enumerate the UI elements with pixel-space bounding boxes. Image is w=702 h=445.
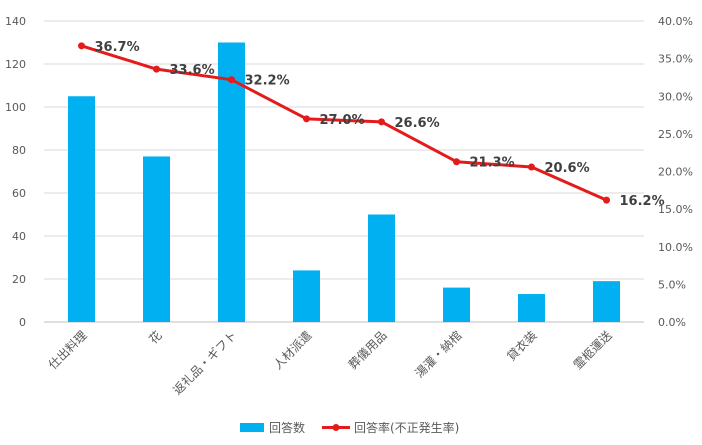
legend: 回答数 回答率(不正発生率) xyxy=(240,420,459,435)
left-tick-label: 120 xyxy=(5,58,26,71)
category-label: 人材派遣 xyxy=(270,328,315,373)
left-tick-label: 40 xyxy=(12,230,26,243)
category-label: 仕出料理 xyxy=(46,328,90,372)
right-tick-label: 5.0% xyxy=(658,278,686,291)
legend-bar-label: 回答数 xyxy=(269,420,305,435)
legend-bar-swatch xyxy=(240,423,264,432)
bar xyxy=(68,96,95,322)
left-tick-label: 140 xyxy=(5,15,26,28)
data-label: 33.6% xyxy=(170,63,215,78)
bar xyxy=(518,294,545,322)
line-point xyxy=(603,196,610,204)
right-tick-label: 30.0% xyxy=(658,90,693,103)
line-point xyxy=(303,115,310,123)
left-tick-label: 0 xyxy=(19,316,26,329)
line-point xyxy=(153,65,160,73)
left-tick-label: 80 xyxy=(12,144,26,157)
right-tick-label: 0.0% xyxy=(658,316,686,329)
right-axis-ticks: 0.0% 5.0% 10.0% 15.0% 20.0% 25.0% 30.0% 35.0% 40… xyxy=(658,15,693,329)
bar xyxy=(443,287,470,322)
line-point xyxy=(453,158,460,166)
data-labels: 36.7% 33.6% 32.2% 27.0% 26.6% 21.3% 20.6% 16.2% xyxy=(95,40,665,209)
bar xyxy=(293,270,320,322)
left-tick-label: 20 xyxy=(12,273,26,286)
right-tick-label: 40.0% xyxy=(658,15,693,28)
data-label: 16.2% xyxy=(620,194,665,209)
bar xyxy=(593,281,620,322)
left-tick-label: 60 xyxy=(12,187,26,200)
category-label: 湯灌・納棺 xyxy=(412,328,465,381)
right-tick-label: 20.0% xyxy=(658,166,693,179)
data-label: 36.7% xyxy=(95,40,140,55)
line-point xyxy=(378,118,385,126)
category-label: 霊柩運送 xyxy=(570,328,615,373)
data-label: 27.0% xyxy=(320,113,365,128)
left-tick-label: 100 xyxy=(5,101,26,114)
bar xyxy=(218,42,245,322)
right-tick-label: 10.0% xyxy=(658,241,693,254)
left-axis-ticks: 0 20 40 60 80 100 120 140 xyxy=(5,15,26,329)
bar-series xyxy=(68,42,620,322)
legend-line-marker xyxy=(332,424,340,431)
category-label: 返礼品・ギフト xyxy=(170,328,240,398)
right-tick-label: 35.0% xyxy=(658,53,693,66)
bar xyxy=(143,156,170,322)
data-label: 21.3% xyxy=(470,156,515,171)
category-labels: 仕出料理 花返礼品・ギフト 人材派遣 葬儀用品 湯灌・納棺 貸衣装 霊柩運送 xyxy=(46,328,615,398)
category-label: 花 xyxy=(146,328,165,347)
line-point xyxy=(528,163,535,171)
rate-line xyxy=(81,44,608,202)
category-label: 葬儀用品 xyxy=(346,328,390,372)
bar xyxy=(368,214,395,322)
legend-line-label: 回答率(不正発生率) xyxy=(354,420,459,435)
right-tick-label: 15.0% xyxy=(658,203,693,216)
line-point xyxy=(78,42,85,50)
data-label: 20.6% xyxy=(545,161,590,176)
right-tick-label: 25.0% xyxy=(658,128,693,141)
data-label: 32.2% xyxy=(245,74,290,89)
data-label: 26.6% xyxy=(395,116,440,131)
line-points xyxy=(78,42,610,204)
line-series xyxy=(81,44,608,202)
category-label: 貸衣装 xyxy=(504,328,540,364)
line-point xyxy=(228,76,235,84)
